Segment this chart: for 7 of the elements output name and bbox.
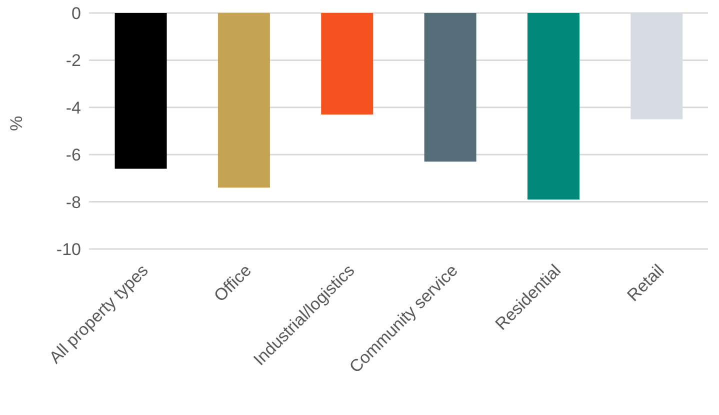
y-tick-label: -10 (56, 240, 81, 260)
y-tick-label: -8 (66, 192, 81, 212)
y-tick-label: -6 (66, 146, 81, 165)
y-tick-label: -4 (66, 98, 81, 118)
y-tick-label: 0 (72, 4, 81, 24)
y-axis-title: % (7, 116, 26, 131)
y-tick-label: -2 (66, 51, 81, 70)
